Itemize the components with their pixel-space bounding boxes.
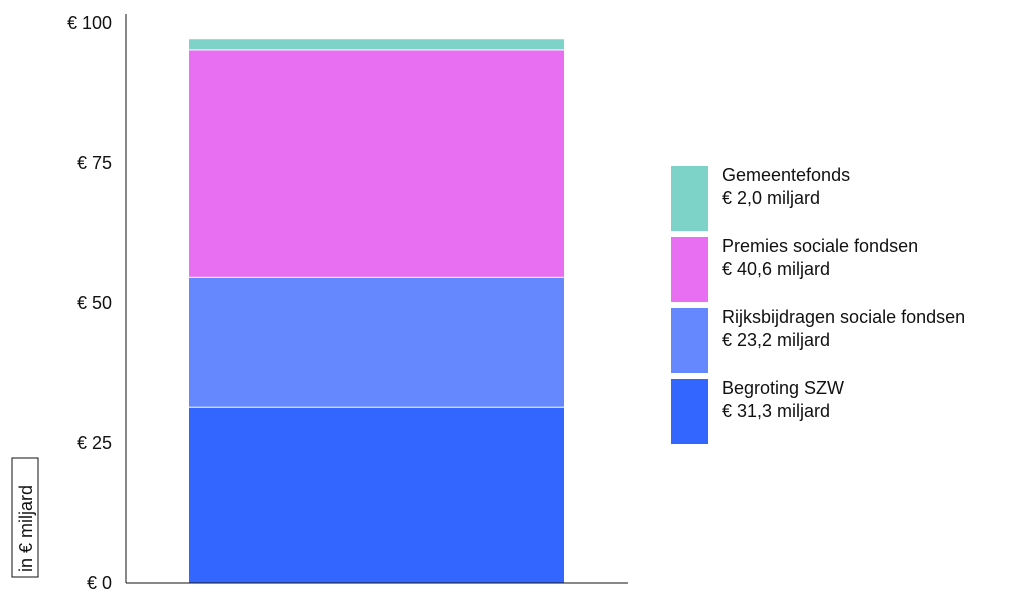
legend-series-value: € 40,6 miljard <box>722 259 831 279</box>
bar-segment-begroting-szw <box>189 407 564 583</box>
legend-series-name: Begroting SZW <box>722 378 845 398</box>
bar-segment-premies-sociale-fondsen <box>189 50 564 277</box>
legend-series-value: € 2,0 miljard <box>722 188 821 208</box>
legend-series-name: Gemeentefonds <box>722 165 851 185</box>
legend-series-name: Rijksbijdragen sociale fondsen <box>722 307 966 327</box>
legend-item: Premies sociale fondsen € 40,6 miljard <box>671 235 1027 302</box>
bar-segment-gemeentefonds <box>189 39 564 50</box>
y-tick-label: € 50 <box>77 293 112 313</box>
legend-text: Begroting SZW € 31,3 miljard <box>722 377 844 423</box>
y-tick-label: € 25 <box>77 433 112 453</box>
y-tick-label: € 100 <box>67 13 112 33</box>
legend-series-value: € 23,2 miljard <box>722 330 831 350</box>
legend-series-name: Premies sociale fondsen <box>722 236 919 256</box>
legend-text: Rijksbijdragen sociale fondsen € 23,2 mil… <box>722 306 965 352</box>
legend-item: Begroting SZW € 31,3 miljard <box>671 377 1027 444</box>
legend-swatch <box>671 308 708 373</box>
legend-swatch <box>671 237 708 302</box>
legend-series-value: € 31,3 miljard <box>722 401 831 421</box>
bar-segment-rijksbijdragen-sociale-fondsen <box>189 277 564 407</box>
legend-swatch <box>671 166 708 231</box>
y-tick-labels: € 0 € 25 € 50 € 75 € 100 <box>67 13 112 592</box>
legend-item: Gemeentefonds € 2,0 miljard <box>671 164 1027 231</box>
stacked-bar-chart: € 0 € 25 € 50 € 75 € 100 in € miljard <box>11 13 628 592</box>
bar-stack <box>189 39 564 583</box>
y-axis-label-box: in € miljard <box>11 457 39 578</box>
y-axis-label: in € miljard <box>16 485 36 572</box>
y-tick-label: € 0 <box>87 573 112 592</box>
legend: Gemeentefonds € 2,0 miljard Premies social… <box>671 164 1027 450</box>
legend-text: Premies sociale fondsen € 40,6 miljard <box>722 235 918 281</box>
legend-swatch <box>671 379 708 444</box>
legend-item: Rijksbijdragen sociale fondsen € 23,2 mil… <box>671 306 1027 373</box>
y-tick-label: € 75 <box>77 153 112 173</box>
legend-text: Gemeentefonds € 2,0 miljard <box>722 164 850 210</box>
